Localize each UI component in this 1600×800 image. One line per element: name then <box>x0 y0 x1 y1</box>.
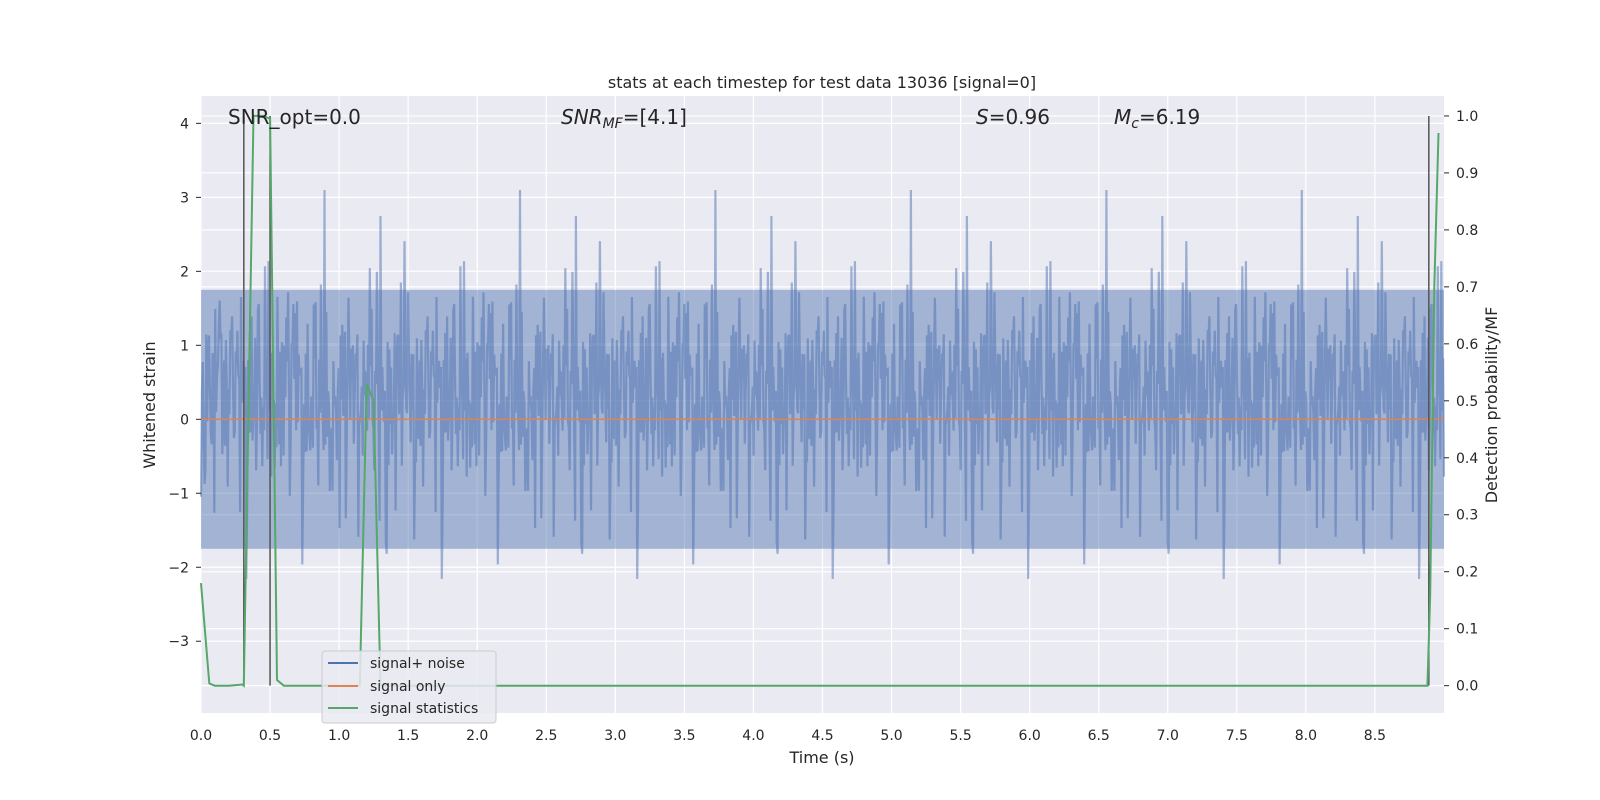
y-tick-label-left: −1 <box>168 486 189 502</box>
legend-label-signal-only: signal only <box>370 679 445 695</box>
y-ticks-right: 0.0 0.1 0.2 0.3 0.4 0.5 0.6 0.7 0.8 0.9 1.0 <box>1444 109 1478 695</box>
vertical-markers <box>243 115 1430 686</box>
y-tick-label-right: 0.4 <box>1456 451 1478 467</box>
annotation-mc-value: =6.19 <box>1139 105 1200 129</box>
annotation-snr-mf-main: SNR <box>561 105 603 129</box>
x-tick-label: 1.0 <box>328 728 350 744</box>
y-tick-label-right: 0.3 <box>1456 508 1478 524</box>
x-tick-label: 7.5 <box>1226 728 1248 744</box>
annotation-s-value: =0.96 <box>989 105 1050 129</box>
x-tick-label: 3.5 <box>673 728 695 744</box>
y-tick-label-right: 0.2 <box>1456 565 1478 581</box>
y-tick-label-left: −2 <box>168 560 189 576</box>
x-tick-label: 2.5 <box>535 728 557 744</box>
annotation-snr-mf-sub: MF <box>603 116 624 132</box>
y-tick-label-left: 1 <box>180 338 189 354</box>
x-tick-label: 4.0 <box>742 728 764 744</box>
legend-box <box>321 650 497 724</box>
chart-title: stats at each timestep for test data 130… <box>608 73 1036 92</box>
x-tick-label: 5.5 <box>949 728 971 744</box>
y-tick-label-left: 3 <box>180 190 189 206</box>
x-tick-label: 0.0 <box>190 728 212 744</box>
annotation-snr-opt: SNR_opt=0.0 <box>228 105 361 129</box>
x-tick-label: 5.0 <box>880 728 902 744</box>
y-ticks-left: −3 −2 −1 0 1 2 3 4 <box>168 116 201 650</box>
legend: signal+ noise signal only signal statist… <box>321 650 497 724</box>
x-tick-label: 6.0 <box>1019 728 1041 744</box>
x-axis-label: Time (s) <box>788 748 854 767</box>
y-tick-label-left: 4 <box>180 116 189 132</box>
x-tick-label: 7.0 <box>1157 728 1179 744</box>
y-tick-label-left: −3 <box>168 634 189 650</box>
y-tick-label-right: 0.8 <box>1456 223 1478 239</box>
y-tick-label-left: 0 <box>180 412 189 428</box>
annotation-snr-mf: SNRMF=[4.1] <box>561 105 687 132</box>
x-tick-label: 8.0 <box>1295 728 1317 744</box>
y-tick-label-right: 0.0 <box>1456 679 1478 695</box>
y-tick-label-right: 1.0 <box>1456 109 1478 125</box>
x-tick-label: 4.5 <box>811 728 833 744</box>
y-tick-label-right: 0.9 <box>1456 166 1478 182</box>
annotation-s: S=0.96 <box>976 105 1050 129</box>
y-tick-label-right: 0.7 <box>1456 280 1478 296</box>
annotation-s-main: S <box>976 105 989 129</box>
x-tick-label: 2.0 <box>466 728 488 744</box>
x-ticks: 0.0 0.5 1.0 1.5 2.0 2.5 3.0 3.5 4.0 4.5 5.0 5.5 6.0 6… <box>190 728 1386 744</box>
annotation-mc-main: M <box>1114 105 1131 129</box>
y-axis-label-left: Whitened strain <box>140 341 159 468</box>
x-tick-label: 8.5 <box>1364 728 1386 744</box>
x-tick-label: 1.5 <box>397 728 419 744</box>
noise-trace <box>199 189 1446 580</box>
y-tick-label-right: 0.6 <box>1456 337 1478 353</box>
annotation-mc: Mc=6.19 <box>1114 105 1200 132</box>
y-tick-label-right: 0.1 <box>1456 622 1478 638</box>
y-axis-label-right: Detection probability/MF <box>1482 307 1501 504</box>
y-tick-label-right: 0.5 <box>1456 394 1478 410</box>
y-tick-label-left: 2 <box>180 264 189 280</box>
x-tick-label: 0.5 <box>259 728 281 744</box>
annotation-snr-mf-value: =[4.1] <box>623 105 687 129</box>
legend-label-signal-statistics: signal statistics <box>370 701 478 717</box>
x-tick-label: 6.5 <box>1088 728 1110 744</box>
annotation-mc-sub: c <box>1131 116 1139 132</box>
legend-label-signal-noise: signal+ noise <box>370 656 465 672</box>
x-tick-label: 3.0 <box>604 728 626 744</box>
